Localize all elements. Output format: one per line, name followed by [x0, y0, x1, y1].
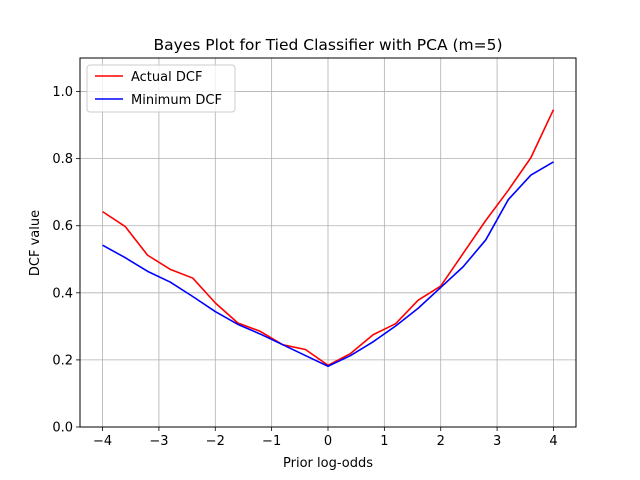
x-tick-label: −1: [262, 434, 281, 449]
y-axis-label: DCF value: [28, 210, 43, 276]
x-tick-label: −3: [149, 434, 168, 449]
x-tick-label: 3: [493, 434, 501, 449]
x-tick-label: 1: [380, 434, 388, 449]
y-tick-label: 0.0: [52, 421, 73, 436]
y-tick-label: 0.6: [52, 219, 73, 234]
y-tick-label: 1.0: [52, 85, 73, 100]
legend-label-actual-dcf: Actual DCF: [131, 70, 202, 85]
legend-box: [86, 64, 236, 113]
y-tick-label: 0.8: [52, 152, 73, 167]
chart-title: Bayes Plot for Tied Classifier with PCA …: [153, 36, 502, 54]
y-tick-label: 0.4: [52, 286, 73, 301]
x-tick-label: −4: [93, 434, 112, 449]
series-line-minimum-dcf: [102, 161, 554, 368]
legend-label-minimum-dcf: Minimum DCF: [131, 93, 222, 108]
axis-ticks: −4 −3 −2 −1 0 1 2 3 4 0.0 0.2 0.4 0.6 0.8 1.0: [52, 85, 557, 449]
x-axis-label: Prior log-odds: [283, 456, 373, 471]
x-tick-label: −2: [206, 434, 225, 449]
series-line-actual-dcf: [102, 109, 555, 367]
x-tick-label: 2: [437, 434, 445, 449]
y-tick-label: 0.2: [52, 353, 73, 368]
x-tick-label: 4: [549, 434, 557, 449]
x-tick-label: 0: [324, 434, 332, 449]
plot-lines: [102, 109, 555, 368]
legend: Actual DCF Minimum DCF: [86, 64, 236, 113]
